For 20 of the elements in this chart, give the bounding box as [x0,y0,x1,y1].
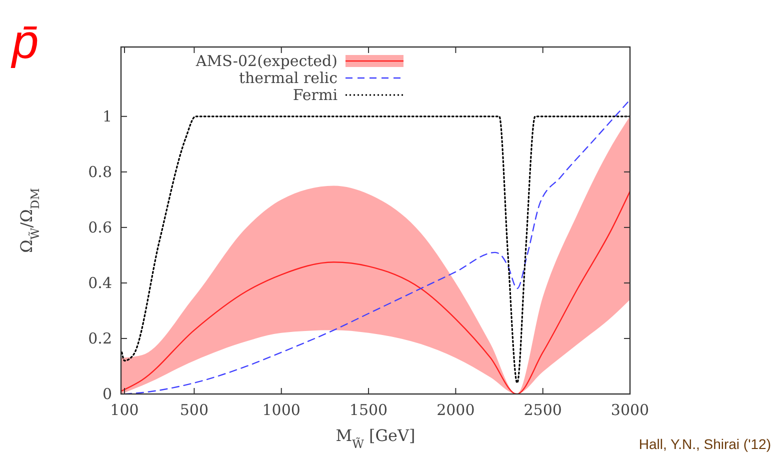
legend-label: Fermi [292,86,338,104]
y-tick-label: 0.2 [88,329,112,348]
chart-title: p̄ [10,16,39,69]
legend-label: thermal relic [238,69,338,87]
x-tick-label: 1500 [349,401,388,419]
y-tick-label: 0 [102,385,112,403]
y-tick-label: 0.4 [88,274,112,292]
y-tick-label: 0.6 [88,218,112,236]
x-tick-label: 100 [110,401,139,419]
x-tick-label: 3000 [610,401,650,419]
line-series [121,190,630,394]
y-tick-label: 0.8 [88,162,112,181]
x-tick-label: 2500 [524,401,562,419]
x-tick-label: 500 [180,401,209,419]
x-axis-title: M$_{W̃}$ [GeV] [336,426,416,451]
x-tick-label: 2000 [436,401,475,419]
y-tick-label: 1 [102,107,112,126]
x-tick-label: 1000 [262,401,300,419]
text: Hall, Y.N., Shirai ('12) [638,436,771,452]
legend-label: AMS-02(expected) [194,52,338,70]
